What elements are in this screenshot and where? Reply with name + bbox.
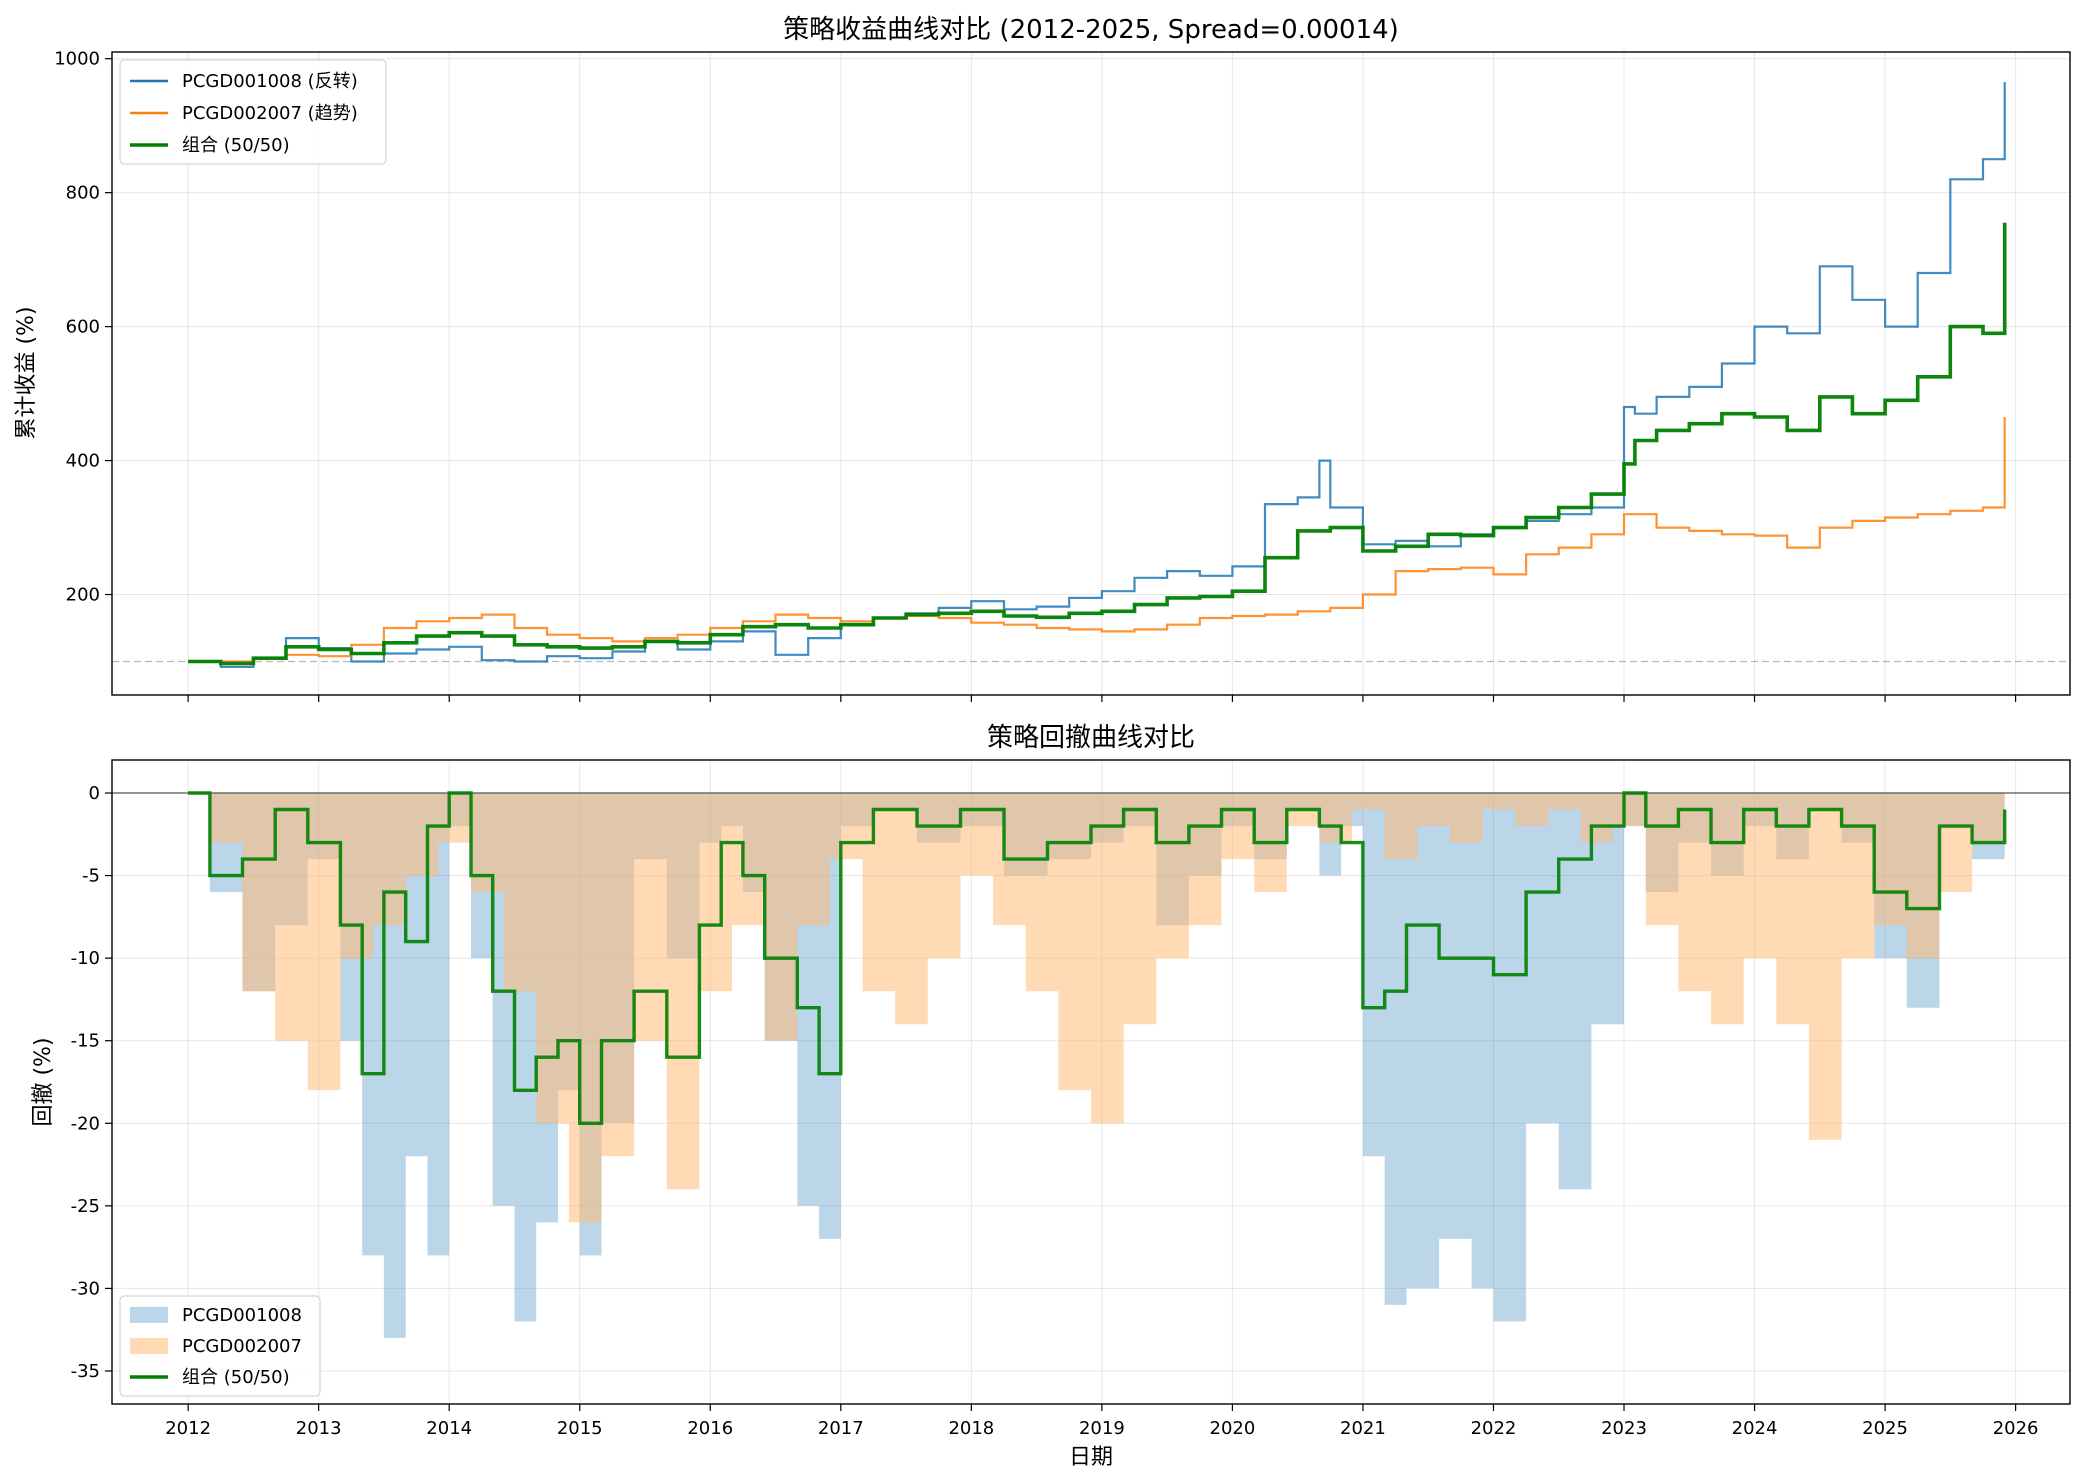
top-y-tick-label: 800 [66, 183, 100, 204]
bottom-axes-frame [111, 759, 2071, 1405]
bottom-y-tick-label: -15 [71, 1031, 100, 1052]
top-y-tick-label: 200 [66, 585, 100, 606]
bottom-y-tick-label: -25 [71, 1196, 100, 1217]
bottom-chart-title: 策略回撤曲线对比 [987, 723, 1195, 753]
drawdown-line-combo [188, 791, 2007, 1125]
bottom-legend: PCGD001008 PCGD002007 组合 (50/50) [119, 1295, 321, 1397]
bottom-y-axis-label: 回撤 (%) [31, 1037, 56, 1126]
bottom-y-tick-label: -30 [71, 1278, 100, 1299]
top-axis-ticks: 200 400 600 800 1000 [54, 49, 2017, 702]
drawdown-fill-pcgd001008 [188, 793, 2005, 1338]
top-y-tick-label: 1000 [54, 49, 100, 70]
bottom-y-tick-label: 0 [89, 783, 100, 804]
series-line-trend [188, 417, 2006, 663]
top-grid [112, 52, 2070, 695]
bottom-x-tick-label: 2019 [1079, 1418, 1125, 1439]
bottom-x-tick-label: 2013 [296, 1418, 342, 1439]
bottom-legend-label: PCGD001008 [182, 1305, 302, 1326]
bottom-y-tick-label: -35 [71, 1361, 100, 1382]
bottom-legend-swatch [130, 1307, 168, 1323]
bottom-x-tick-label: 2026 [1993, 1418, 2039, 1439]
bottom-y-tick-label: -20 [71, 1113, 100, 1134]
top-legend-label: 组合 (50/50) [182, 135, 290, 156]
top-chart-title: 策略收益曲线对比 (2012-2025, Spread=0.00014) [783, 15, 1399, 45]
top-legend-box [119, 59, 387, 165]
bottom-x-tick-label: 2016 [687, 1418, 733, 1439]
bottom-x-axis-label: 日期 [1069, 1445, 1113, 1470]
bottom-x-tick-label: 2014 [426, 1418, 472, 1439]
top-plot-area [112, 82, 2070, 668]
drawdown-fill-pcgd002007 [188, 793, 2005, 1223]
bottom-x-tick-label: 2025 [1862, 1418, 1908, 1439]
top-y-tick-label: 400 [66, 451, 100, 472]
bottom-y-tick-label: -10 [71, 948, 100, 969]
bottom-x-tick-label: 2023 [1601, 1418, 1647, 1439]
bottom-x-tick-label: 2018 [948, 1418, 994, 1439]
top-y-axis-label: 累计收益 (%) [14, 306, 39, 439]
top-axes-frame [111, 51, 2071, 696]
bottom-y-tick-label: -5 [82, 866, 100, 887]
bottom-x-tick-label: 2024 [1732, 1418, 1778, 1439]
bottom-x-tick-label: 2015 [557, 1418, 603, 1439]
bottom-x-tick-label: 2017 [818, 1418, 864, 1439]
top-legend-label: PCGD001008 (反转) [182, 71, 358, 92]
bottom-x-tick-label: 2022 [1471, 1418, 1517, 1439]
top-y-tick-label: 600 [66, 317, 100, 338]
bottom-x-tick-label: 2020 [1210, 1418, 1256, 1439]
bottom-legend-box [119, 1295, 321, 1397]
top-legend-label: PCGD002007 (趋势) [182, 103, 358, 124]
bottom-x-tick-label: 2021 [1340, 1418, 1386, 1439]
bottom-x-tick-label: 2012 [165, 1418, 211, 1439]
top-legend: PCGD001008 (反转) PCGD002007 (趋势) 组合 (50/50) [119, 59, 387, 165]
bottom-plot-area [112, 791, 2070, 1338]
series-line-reversal [188, 82, 2006, 668]
bottom-legend-label: PCGD002007 [182, 1336, 302, 1357]
bottom-legend-swatch [130, 1338, 168, 1354]
series-line-combo [188, 222, 2007, 666]
bottom-legend-label: 组合 (50/50) [182, 1367, 290, 1388]
bottom-axis-ticks: 2012 2013 2014 2015 2016 2017 2018 2019 2020 2021… [71, 783, 2039, 1439]
